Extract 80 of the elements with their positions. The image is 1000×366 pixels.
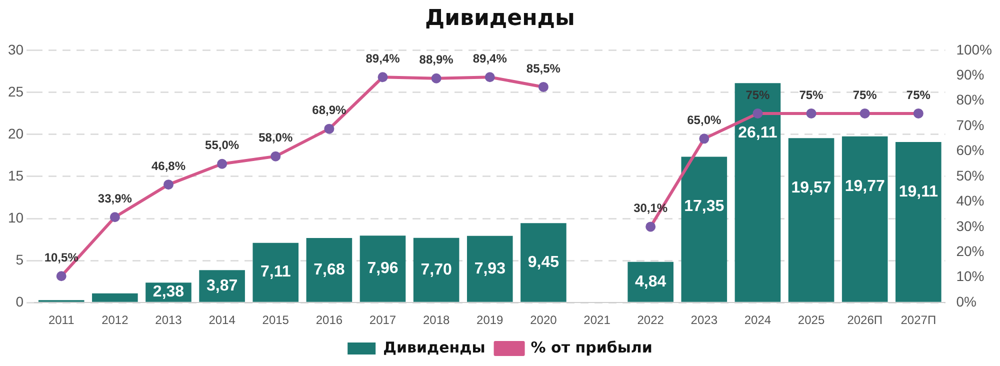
bar [92, 293, 138, 302]
data-label: 4,84 [635, 273, 666, 290]
data-label: 7,96 [367, 260, 398, 278]
bar [896, 142, 942, 302]
bar [360, 236, 406, 302]
x-tick-label: 2012 [102, 313, 129, 328]
x-tick-label: 2016 [316, 313, 343, 328]
data-label: 19,11 [898, 183, 938, 200]
x-tick-label: 2021 [584, 313, 611, 328]
data-label: 7,68 [314, 261, 345, 278]
x-tick-label: 2020 [530, 313, 558, 328]
y-tick-label: 5 [16, 251, 24, 268]
data-label: 89,4% [472, 51, 508, 66]
bar [520, 223, 566, 302]
y2-tick-label: 30% [956, 218, 984, 234]
x-tick-label: 2022 [637, 313, 664, 328]
y2-tick-label: 90% [956, 66, 984, 82]
x-tick-label: 2013 [155, 313, 182, 328]
data-label: 58,0% [258, 130, 293, 145]
x-tick-label: 2027П [900, 313, 936, 328]
data-label: 88,9% [419, 52, 454, 67]
x-tick-label: 2017 [369, 313, 396, 328]
y2-tick-label: 100% [956, 41, 992, 58]
x-tick-label: 2015 [262, 313, 290, 328]
data-label: 75% [906, 88, 931, 102]
legend-label: Дивиденды [383, 338, 486, 356]
data-label: 9,45 [528, 254, 560, 271]
bar [252, 242, 299, 302]
y-tick-label: 20 [8, 125, 24, 142]
y-tick-label: 25 [8, 83, 24, 100]
y-tick-label: 30 [8, 41, 24, 58]
x-tick-label: 2025 [798, 313, 825, 328]
data-label: 19,77 [844, 178, 885, 195]
data-label: 7,11 [260, 264, 291, 281]
x-tick-label: 2018 [422, 313, 450, 328]
y-tick-label: 0 [16, 293, 24, 310]
data-label: 3,87 [206, 277, 238, 294]
data-label: 10,5% [44, 250, 79, 264]
data-label: 7,93 [474, 260, 506, 278]
y2-tick-label: 0% [956, 293, 976, 310]
data-label: 75% [799, 88, 824, 102]
y2-tick-label: 50% [956, 167, 984, 184]
data-label: 85,5% [526, 61, 561, 76]
y2-tick-label: 20% [956, 243, 984, 260]
x-tick-label: 2014 [208, 313, 236, 328]
y2-tick-label: 80% [956, 92, 984, 108]
y2-tick-label: 60% [956, 142, 984, 158]
bar [466, 236, 513, 302]
data-label: 7,70 [420, 261, 452, 278]
data-label: 19,57 [791, 179, 832, 196]
bar [788, 138, 834, 302]
data-label: 17,35 [684, 198, 724, 216]
data-label: 68,9% [312, 103, 347, 118]
y-tick-label: 15 [8, 167, 24, 184]
chart-title: Дивиденды [425, 6, 575, 31]
data-label: 65,0% [687, 112, 722, 127]
x-tick-label: 2026П [847, 313, 883, 328]
bar [413, 238, 460, 302]
legend-label: % от прибыли [530, 338, 652, 356]
bar [734, 83, 781, 302]
data-label: 33,9% [98, 191, 132, 206]
y2-tick-label: 10% [956, 268, 984, 284]
y2-tick-label: 40% [956, 192, 984, 209]
y-tick-label: 10 [8, 209, 24, 226]
data-label: 55,0% [205, 138, 240, 152]
bar [681, 156, 728, 302]
x-tick-label: 2011 [48, 313, 75, 328]
x-tick-label: 2023 [690, 313, 718, 328]
data-label: 2,38 [152, 284, 184, 301]
y2-tick-label: 70% [956, 116, 984, 133]
data-label: 75% [746, 88, 770, 102]
bar [842, 136, 888, 302]
bar [628, 262, 674, 302]
data-label: 89,4% [366, 51, 400, 66]
data-label: 26,11 [738, 124, 778, 142]
bar [306, 238, 352, 302]
x-tick-label: 2019 [476, 313, 504, 328]
x-tick-label: 2024 [744, 313, 772, 328]
data-label: 46,8% [151, 158, 186, 173]
data-label: 75% [852, 88, 878, 102]
